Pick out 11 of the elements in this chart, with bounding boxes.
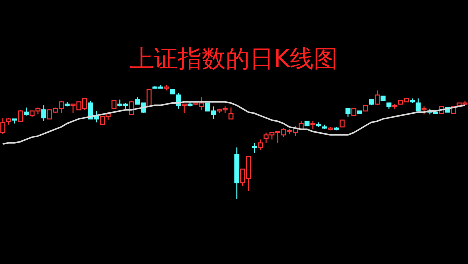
- candlestick: [416, 98, 421, 112]
- candlestick: [129, 100, 134, 116]
- chart-title: 上证指数的日K线图: [129, 44, 339, 74]
- candlestick: [42, 105, 47, 122]
- candlestick: [18, 110, 24, 122]
- candlestick: [258, 139, 263, 150]
- candlestick: [146, 89, 152, 108]
- candlestick: [374, 90, 380, 106]
- candlestick: [252, 142, 258, 154]
- candlestick: [228, 107, 234, 120]
- candlestick: [182, 104, 187, 114]
